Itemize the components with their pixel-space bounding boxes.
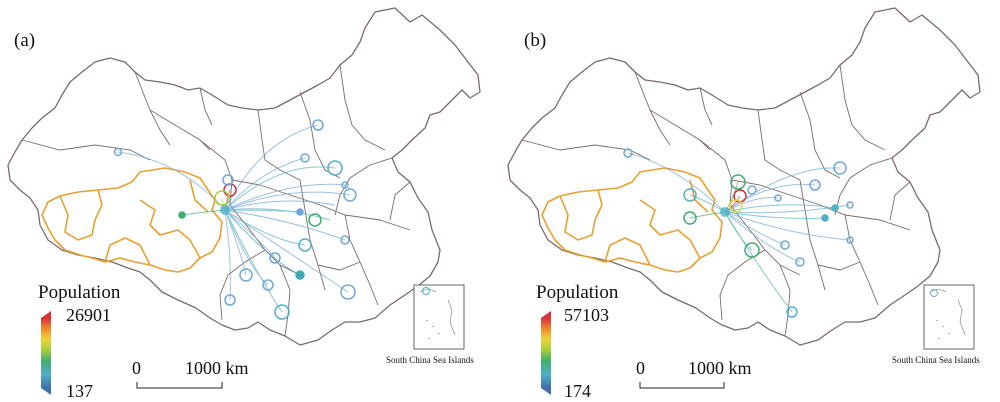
scs-inset-frame [923, 284, 975, 350]
source-region [541, 167, 723, 273]
province-boundaries [521, 64, 911, 337]
source-hub [720, 207, 730, 217]
scs-inset-marker [930, 289, 938, 297]
panel-label: (a) [14, 30, 36, 51]
scale-end-label: 1000 km [185, 358, 249, 378]
inset-caption: South China Sea Islands [386, 355, 474, 365]
legend-min-value: 137 [66, 381, 93, 401]
china-map-a [7, 7, 481, 395]
source-hub [220, 205, 230, 215]
flow-lines [627, 152, 851, 313]
legend-min-value: 174 [564, 381, 591, 401]
scs-inset-islands [929, 289, 966, 340]
scale-end-label: 1000 km [688, 358, 752, 378]
destination-markers [113, 119, 357, 320]
legend-title: Population [38, 282, 121, 303]
scale-bar-a [136, 382, 223, 389]
panel-label: (b) [524, 30, 547, 51]
destination-markers [623, 148, 854, 318]
scs-inset-marker [422, 287, 430, 295]
map-panel-a: (a) Population 26901 137 0 1000 km South… [0, 0, 500, 401]
china-map-b [507, 7, 981, 395]
china-boundary [507, 7, 981, 346]
color-ramp-a [41, 311, 51, 395]
inset-caption: South China Sea Islands [892, 355, 980, 365]
scs-inset-islands [419, 289, 456, 340]
map-panel-b: (b) Population 57103 174 0 1000 km South… [500, 0, 1000, 401]
legend-max-value: 26901 [66, 305, 111, 325]
color-ramp-b [541, 311, 551, 395]
china-boundary [7, 7, 481, 346]
province-boundaries [21, 64, 411, 337]
scs-inset-frame [413, 284, 465, 350]
source-region [41, 167, 223, 273]
scale-start-label: 0 [132, 358, 141, 378]
legend-title: Population [536, 282, 619, 303]
scale-bar-b [639, 382, 725, 389]
scale-start-label: 0 [636, 358, 645, 378]
legend-max-value: 57103 [564, 305, 609, 325]
